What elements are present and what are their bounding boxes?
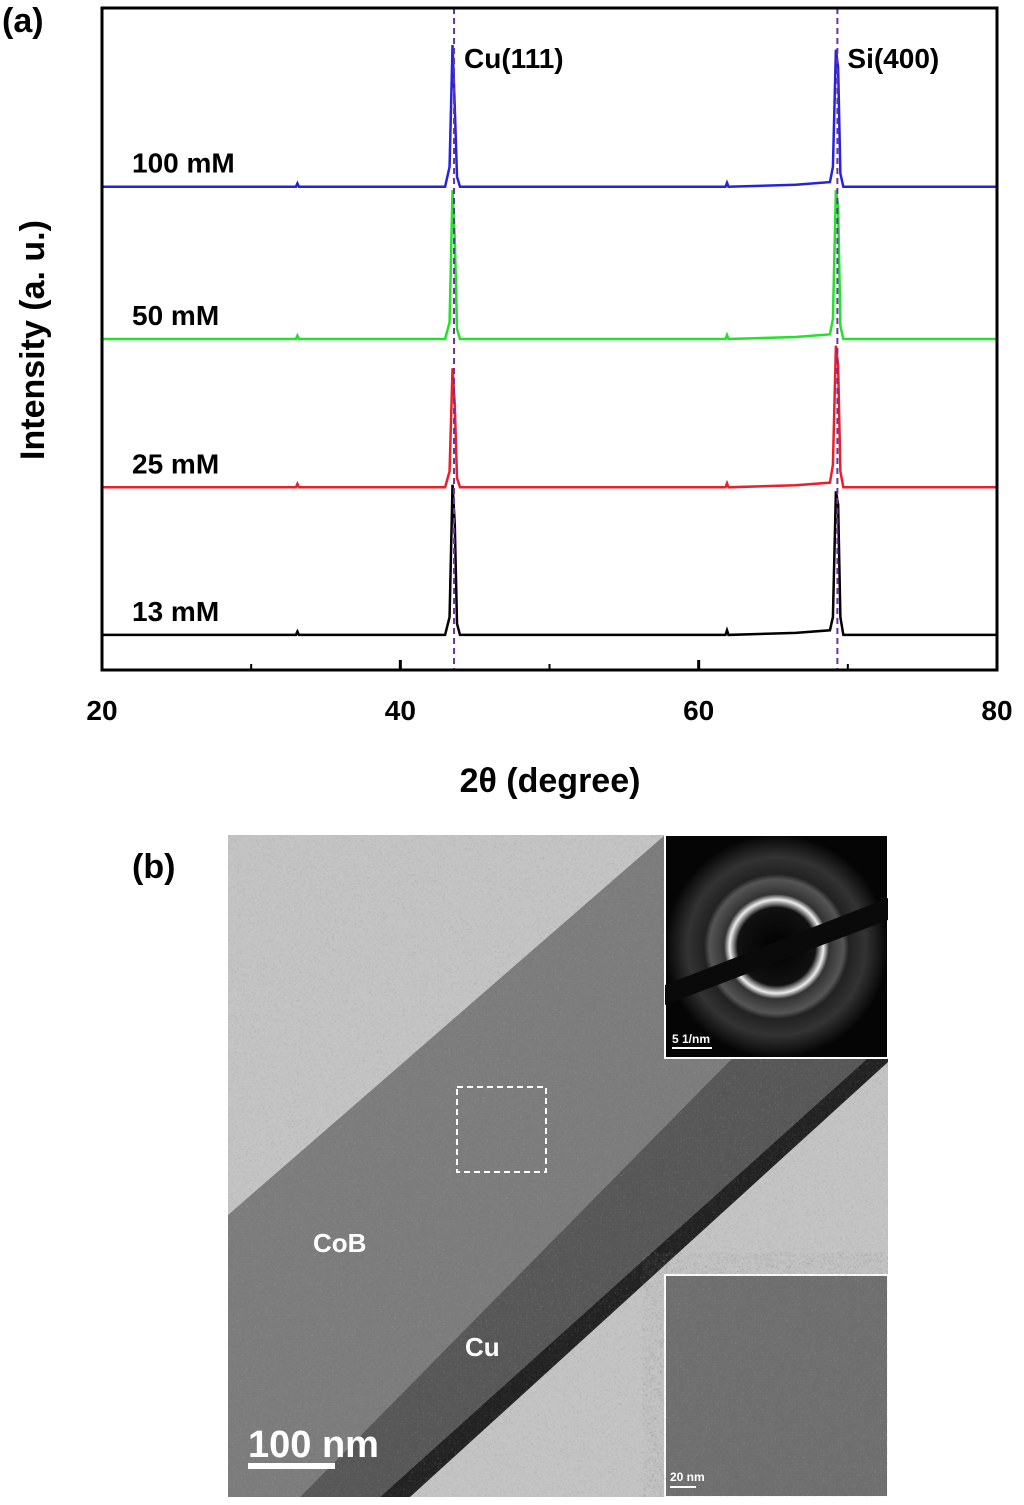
- series-label: 50 mM: [132, 300, 219, 331]
- panel-label: (b): [132, 848, 175, 886]
- y-axis-label: Intensity (a. u.): [14, 220, 52, 460]
- layer-label: CoB: [313, 1228, 366, 1258]
- tem-image: [228, 835, 888, 1497]
- plot-area: 20 40 60 80 13 mM 25 mM 50 mM 100 mM Cu(111) Si(4…: [86, 6, 1013, 726]
- x-tick-label: 20: [86, 695, 117, 726]
- scale-bar-label: 5 1/nm: [672, 1032, 710, 1046]
- x-tick-label: 80: [981, 695, 1012, 726]
- scale-bar-label: 100 nm: [248, 1424, 379, 1466]
- series-line: [102, 345, 997, 489]
- x-axis-label: 2θ (degree): [460, 762, 641, 800]
- layer-label: Cu: [465, 1332, 500, 1362]
- scale-bar-label: 20 nm: [670, 1470, 705, 1484]
- series-line: [102, 189, 997, 341]
- panel-label: (a): [2, 2, 44, 40]
- series-label: 100 mM: [132, 148, 235, 179]
- peak-label: Cu(111): [464, 43, 564, 74]
- plot-frame: [100, 6, 999, 672]
- series-label: 25 mM: [132, 448, 219, 479]
- x-tick-label: 40: [385, 695, 416, 726]
- x-tick-label: 60: [683, 695, 714, 726]
- series-label: 13 mM: [132, 596, 219, 627]
- peak-label: Si(400): [847, 43, 939, 74]
- series-line: [102, 484, 997, 637]
